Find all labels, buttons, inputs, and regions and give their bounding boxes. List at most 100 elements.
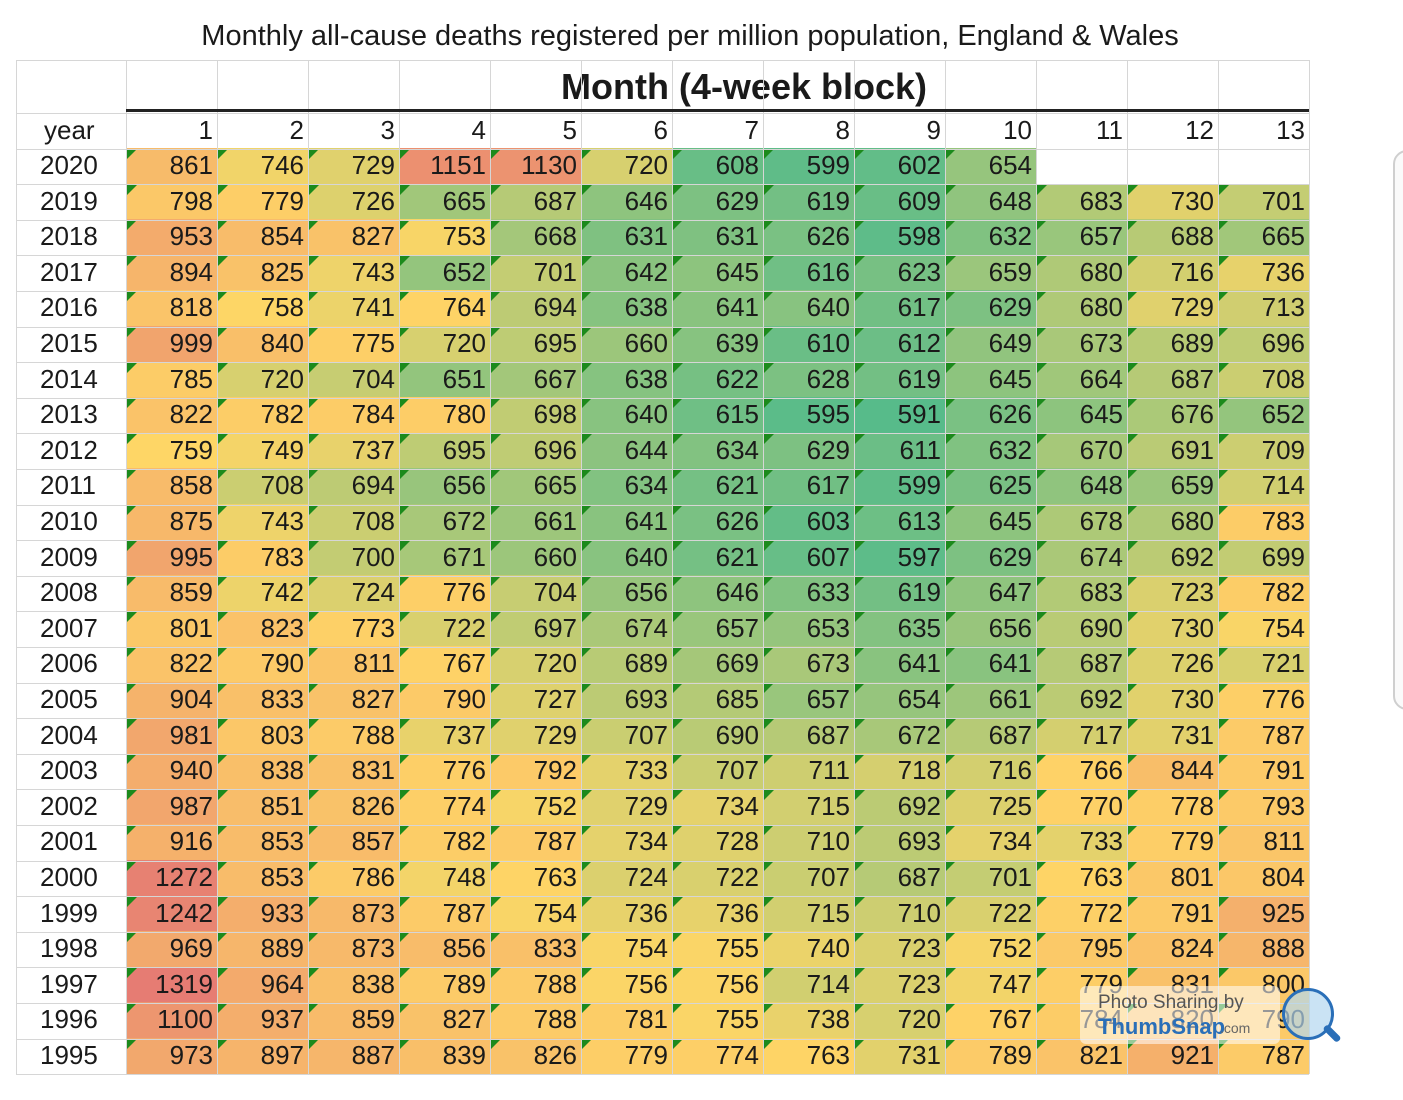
data-cell[interactable]: 603	[763, 504, 854, 540]
data-cell[interactable]: 668	[490, 219, 581, 255]
data-cell[interactable]: 729	[581, 788, 672, 825]
data-cell[interactable]: 875	[126, 504, 217, 540]
data-cell[interactable]: 756	[672, 966, 763, 1003]
data-cell[interactable]: 641	[854, 646, 945, 682]
data-cell[interactable]: 656	[581, 575, 672, 611]
data-cell[interactable]: 767	[399, 646, 490, 682]
data-cell[interactable]: 642	[581, 254, 672, 291]
data-cell[interactable]: 838	[217, 753, 308, 789]
data-cell[interactable]: 665	[490, 468, 581, 504]
data-cell[interactable]: 701	[490, 254, 581, 291]
data-cell[interactable]: 752	[945, 931, 1036, 967]
data-cell[interactable]: 674	[1036, 539, 1127, 576]
data-cell[interactable]: 651	[399, 361, 490, 398]
data-cell[interactable]: 776	[399, 575, 490, 611]
data-cell[interactable]: 659	[945, 254, 1036, 291]
data-cell[interactable]: 633	[763, 575, 854, 611]
data-cell[interactable]: 772	[1036, 895, 1127, 932]
data-cell[interactable]: 646	[581, 183, 672, 220]
data-cell[interactable]: 689	[581, 646, 672, 682]
data-cell[interactable]: 730	[1127, 682, 1218, 718]
data-cell[interactable]: 1319	[126, 966, 217, 1003]
data-cell[interactable]: 851	[217, 788, 308, 825]
data-cell[interactable]: 680	[1127, 504, 1218, 540]
data-cell[interactable]: 617	[854, 290, 945, 326]
data-cell[interactable]: 608	[672, 148, 763, 184]
data-cell[interactable]: 791	[1127, 895, 1218, 932]
data-cell[interactable]: 766	[1036, 753, 1127, 789]
data-cell[interactable]: 726	[1127, 646, 1218, 682]
data-cell[interactable]: 818	[126, 290, 217, 326]
data-cell[interactable]: 780	[399, 397, 490, 433]
data-cell[interactable]: 619	[854, 361, 945, 398]
data-cell[interactable]: 782	[1218, 575, 1309, 611]
data-cell[interactable]: 1272	[126, 860, 217, 896]
data-cell[interactable]: 654	[945, 148, 1036, 184]
data-cell[interactable]: 925	[1218, 895, 1309, 932]
data-cell[interactable]: 609	[854, 183, 945, 220]
data-cell[interactable]: 782	[217, 397, 308, 433]
data-cell[interactable]: 783	[1218, 504, 1309, 540]
data-cell[interactable]: 737	[308, 432, 399, 469]
data-cell[interactable]: 827	[308, 219, 399, 255]
data-cell[interactable]: 779	[581, 1038, 672, 1074]
data-cell[interactable]: 783	[217, 539, 308, 576]
data-cell[interactable]: 621	[672, 468, 763, 504]
data-cell[interactable]: 599	[854, 468, 945, 504]
data-cell[interactable]: 617	[763, 468, 854, 504]
data-cell[interactable]: 727	[490, 682, 581, 718]
data-cell[interactable]: 692	[1036, 682, 1127, 718]
data-cell[interactable]: 754	[1218, 610, 1309, 647]
data-cell[interactable]: 755	[672, 931, 763, 967]
data-cell[interactable]: 713	[1218, 290, 1309, 326]
data-cell[interactable]: 622	[672, 361, 763, 398]
data-cell[interactable]: 734	[945, 824, 1036, 860]
data-cell[interactable]: 645	[945, 504, 1036, 540]
data-cell[interactable]: 724	[581, 860, 672, 896]
data-cell[interactable]: 653	[763, 610, 854, 647]
data-cell[interactable]: 764	[399, 290, 490, 326]
data-cell[interactable]: 638	[581, 361, 672, 398]
data-cell[interactable]: 720	[217, 361, 308, 398]
data-cell[interactable]: 711	[763, 753, 854, 789]
data-cell[interactable]: 722	[672, 860, 763, 896]
data-cell[interactable]: 823	[217, 610, 308, 647]
data-cell[interactable]: 689	[1127, 326, 1218, 362]
data-cell[interactable]: 688	[1127, 219, 1218, 255]
data-cell[interactable]: 854	[217, 219, 308, 255]
data-cell[interactable]: 793	[1218, 788, 1309, 825]
data-cell[interactable]: 803	[217, 717, 308, 754]
data-cell[interactable]: 610	[763, 326, 854, 362]
data-cell[interactable]: 726	[308, 183, 399, 220]
data-cell[interactable]: 859	[308, 1002, 399, 1038]
data-cell[interactable]: 687	[763, 717, 854, 754]
data-cell[interactable]: 778	[1127, 788, 1218, 825]
data-cell[interactable]: 710	[763, 824, 854, 860]
data-cell[interactable]: 784	[308, 397, 399, 433]
data-cell[interactable]: 625	[945, 468, 1036, 504]
data-cell[interactable]: 741	[308, 290, 399, 326]
data-cell[interactable]: 897	[217, 1038, 308, 1074]
data-cell[interactable]: 859	[126, 575, 217, 611]
data-cell[interactable]: 827	[399, 1002, 490, 1038]
data-cell[interactable]: 644	[581, 432, 672, 469]
data-cell[interactable]: 626	[945, 397, 1036, 433]
data-cell[interactable]: 613	[854, 504, 945, 540]
data-cell[interactable]: 687	[1127, 361, 1218, 398]
data-cell[interactable]: 612	[854, 326, 945, 362]
data-cell[interactable]: 693	[581, 682, 672, 718]
data-cell[interactable]: 672	[399, 504, 490, 540]
data-cell[interactable]: 822	[126, 397, 217, 433]
data-cell[interactable]: 811	[1218, 824, 1309, 860]
data-cell[interactable]: 645	[1036, 397, 1127, 433]
data-cell[interactable]: 749	[217, 432, 308, 469]
data-cell[interactable]: 904	[126, 682, 217, 718]
data-cell[interactable]: 718	[854, 753, 945, 789]
data-cell[interactable]: 634	[581, 468, 672, 504]
data-cell[interactable]: 704	[308, 361, 399, 398]
data-cell[interactable]: 672	[854, 717, 945, 754]
data-cell[interactable]: 733	[1036, 824, 1127, 860]
data-cell[interactable]: 659	[1127, 468, 1218, 504]
data-cell[interactable]: 763	[490, 860, 581, 896]
data-cell[interactable]: 795	[1036, 931, 1127, 967]
